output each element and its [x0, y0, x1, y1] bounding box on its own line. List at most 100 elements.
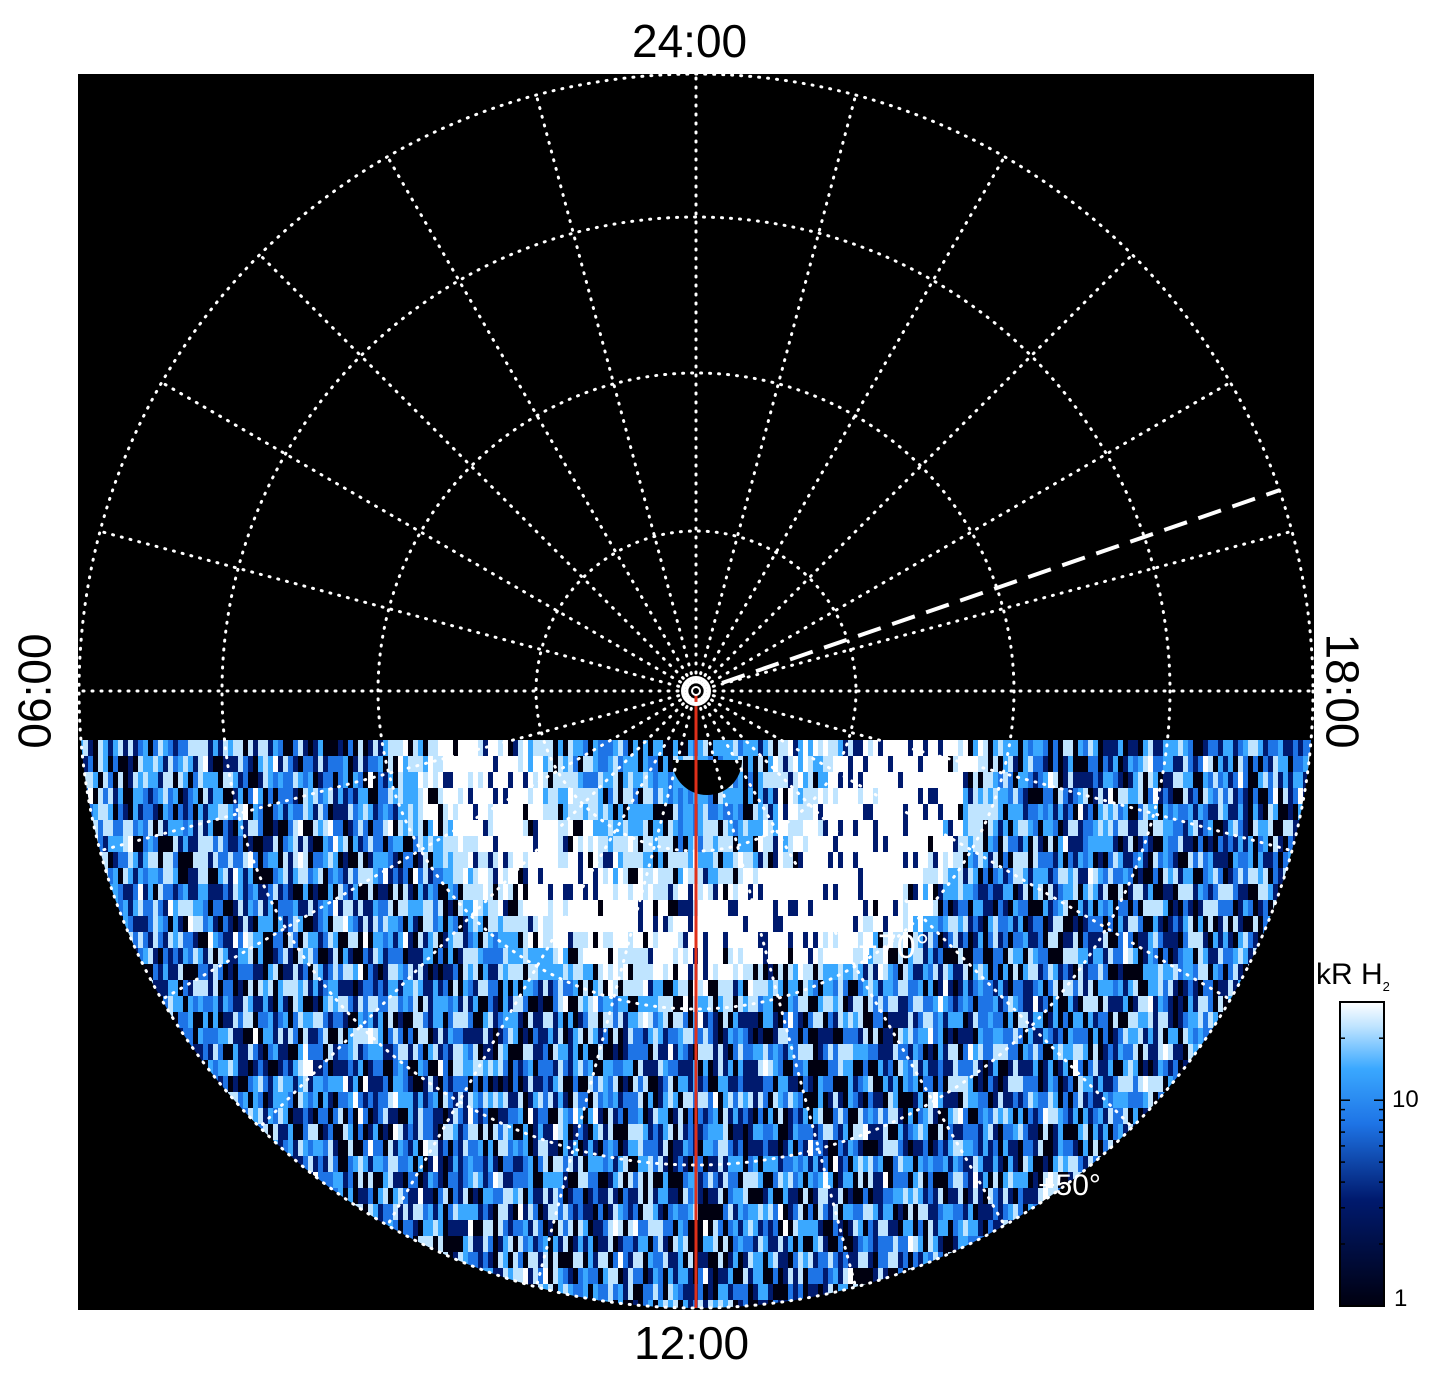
- emission-pixel: [413, 820, 419, 837]
- emission-pixel: [1088, 804, 1094, 821]
- emission-pixel: [1203, 884, 1209, 901]
- emission-pixel: [813, 900, 819, 917]
- emission-pixel: [1063, 756, 1069, 773]
- emission-pixel: [1248, 932, 1254, 949]
- emission-pixel: [248, 932, 254, 949]
- emission-pixel: [1188, 740, 1194, 757]
- emission-pixel: [588, 772, 594, 789]
- emission-pixel: [178, 932, 184, 949]
- emission-pixel: [573, 884, 579, 901]
- emission-pixel: [478, 772, 484, 789]
- emission-pixel: [858, 980, 864, 997]
- emission-pixel: [348, 788, 354, 805]
- emission-pixel: [583, 740, 589, 757]
- emission-pixel: [963, 1028, 969, 1045]
- emission-pixel: [408, 916, 414, 933]
- emission-pixel: [948, 852, 954, 869]
- emission-pixel: [628, 1044, 634, 1061]
- emission-pixel: [968, 868, 974, 885]
- emission-pixel: [953, 836, 959, 853]
- emission-pixel: [1063, 772, 1069, 789]
- emission-pixel: [1028, 868, 1034, 885]
- emission-pixel: [778, 932, 784, 949]
- emission-pixel: [223, 804, 229, 821]
- emission-pixel: [603, 868, 609, 885]
- emission-pixel: [1058, 772, 1064, 789]
- emission-pixel: [568, 980, 574, 997]
- emission-pixel: [288, 948, 294, 965]
- emission-pixel: [1238, 820, 1244, 837]
- emission-pixel: [313, 788, 319, 805]
- emission-pixel: [138, 836, 144, 853]
- emission-pixel: [213, 948, 219, 965]
- emission-pixel: [1068, 820, 1074, 837]
- emission-pixel: [1213, 756, 1219, 773]
- emission-pixel: [653, 868, 659, 885]
- emission-pixel: [1218, 964, 1224, 981]
- emission-pixel: [1193, 788, 1199, 805]
- emission-pixel: [713, 836, 719, 853]
- emission-pixel: [133, 820, 139, 837]
- emission-pixel: [688, 852, 694, 869]
- emission-pixel: [1168, 772, 1174, 789]
- emission-pixel: [1068, 772, 1074, 789]
- emission-pixel: [1083, 804, 1089, 821]
- emission-pixel: [1028, 916, 1034, 933]
- emission-pixel: [903, 1012, 909, 1029]
- emission-pixel: [1088, 740, 1094, 757]
- emission-pixel: [1178, 932, 1184, 949]
- emission-pixel: [663, 948, 669, 965]
- emission-pixel: [948, 916, 954, 933]
- emission-pixel: [1063, 740, 1069, 757]
- emission-pixel: [383, 740, 389, 757]
- emission-pixel: [338, 948, 344, 965]
- emission-pixel: [268, 948, 274, 965]
- emission-pixel: [438, 1044, 444, 1061]
- emission-pixel: [588, 964, 594, 981]
- emission-pixel: [958, 884, 964, 901]
- emission-pixel: [673, 1044, 679, 1061]
- emission-pixel: [98, 836, 104, 853]
- emission-pixel: [613, 900, 619, 917]
- emission-pixel: [963, 980, 969, 997]
- emission-pixel: [1163, 820, 1169, 837]
- emission-pixel: [323, 772, 329, 789]
- emission-pixel: [833, 756, 839, 773]
- emission-pixel: [658, 932, 664, 949]
- emission-pixel: [923, 1044, 929, 1061]
- emission-pixel: [243, 788, 249, 805]
- emission-pixel: [658, 756, 664, 773]
- emission-pixel: [358, 1044, 364, 1061]
- emission-pixel: [613, 820, 619, 837]
- emission-pixel: [548, 820, 554, 837]
- emission-pixel: [903, 964, 909, 981]
- emission-pixel: [878, 772, 884, 789]
- emission-pixel: [418, 868, 424, 885]
- emission-pixel: [358, 820, 364, 837]
- emission-pixel: [1128, 788, 1134, 805]
- emission-pixel: [873, 916, 879, 933]
- emission-pixel: [1033, 932, 1039, 949]
- emission-pixel: [1193, 804, 1199, 821]
- emission-pixel: [238, 740, 244, 757]
- emission-pixel: [608, 756, 614, 773]
- emission-pixel: [1128, 740, 1134, 757]
- emission-pixel: [1248, 884, 1254, 901]
- emission-pixel: [1283, 788, 1289, 805]
- emission-pixel: [348, 772, 354, 789]
- emission-pixel: [1198, 948, 1204, 965]
- emission-pixel: [578, 964, 584, 981]
- emission-pixel: [913, 852, 919, 869]
- emission-pixel: [538, 884, 544, 901]
- emission-pixel: [643, 1012, 649, 1029]
- emission-pixel: [298, 1028, 304, 1045]
- emission-pixel: [1133, 804, 1139, 821]
- emission-pixel: [478, 1012, 484, 1029]
- emission-pixel: [823, 772, 829, 789]
- emission-pixel: [193, 932, 199, 949]
- emission-pixel: [638, 868, 644, 885]
- emission-pixel: [188, 740, 194, 757]
- emission-pixel: [1228, 964, 1234, 981]
- emission-pixel: [698, 948, 704, 965]
- emission-pixel: [1193, 964, 1199, 981]
